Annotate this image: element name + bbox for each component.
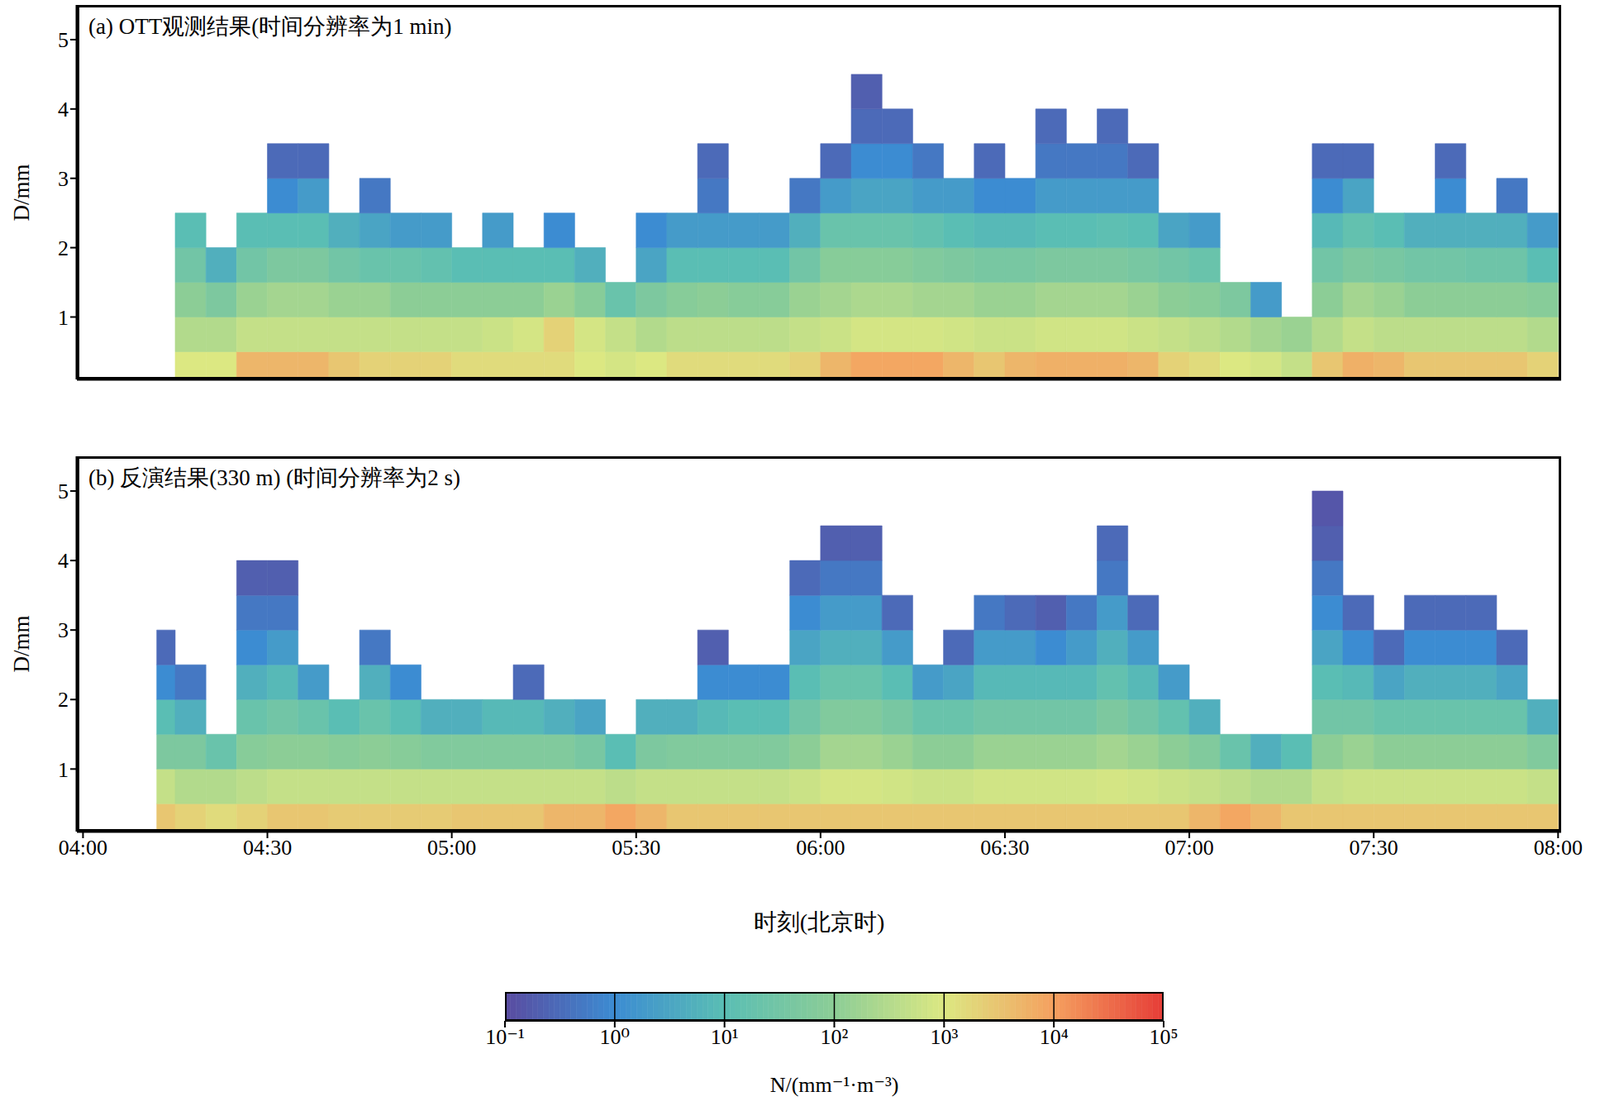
html-text:(a) OTT观测结果(时间分辨率为1 min): (a) OTT观测结果(时间分辨率为1 min)	[88, 14, 452, 39]
svg-text:08:00: 08:00	[1533, 835, 1583, 860]
svg-text:05:00: 05:00	[427, 835, 477, 860]
html-text:N/(mm⁻¹·m⁻³): N/(mm⁻¹·m⁻³)	[770, 1072, 899, 1097]
html-text:D/mm: D/mm	[9, 615, 34, 673]
html-text:时刻(北京时): 时刻(北京时)	[753, 909, 885, 935]
svg-text:3: 3	[57, 166, 69, 191]
svg-text:10⁴: 10⁴	[1039, 1024, 1069, 1049]
svg-text:06:30: 06:30	[980, 835, 1029, 860]
svg-text:2: 2	[57, 687, 69, 712]
svg-text:4: 4	[57, 548, 69, 573]
svg-text:1: 1	[57, 305, 69, 330]
svg-text:10³: 10³	[929, 1024, 958, 1049]
svg-text:10¹: 10¹	[710, 1024, 739, 1049]
svg-text:07:00: 07:00	[1164, 835, 1214, 860]
svg-text:07:30: 07:30	[1349, 835, 1399, 860]
html-text:(b) 反演结果(330 m) (时间分辨率为2 s): (b) 反演结果(330 m) (时间分辨率为2 s)	[88, 465, 461, 491]
svg-text:04:00: 04:00	[58, 835, 108, 860]
svg-text:2: 2	[57, 236, 69, 261]
svg-text:04:30: 04:30	[242, 835, 292, 860]
svg-text:1: 1	[57, 757, 69, 782]
svg-text:10⁵: 10⁵	[1148, 1024, 1178, 1049]
html-text:D/mm: D/mm	[9, 163, 34, 221]
svg-text:05:30: 05:30	[611, 835, 661, 860]
svg-text:3: 3	[57, 618, 69, 643]
svg-text:5: 5	[57, 28, 69, 53]
svg-text:10⁻¹: 10⁻¹	[485, 1024, 525, 1049]
svg-text:4: 4	[57, 97, 69, 122]
svg-text:10⁰: 10⁰	[600, 1024, 630, 1049]
svg-text:06:00: 06:00	[795, 835, 845, 860]
svg-text:10²: 10²	[820, 1024, 849, 1049]
svg-text:5: 5	[57, 479, 69, 504]
